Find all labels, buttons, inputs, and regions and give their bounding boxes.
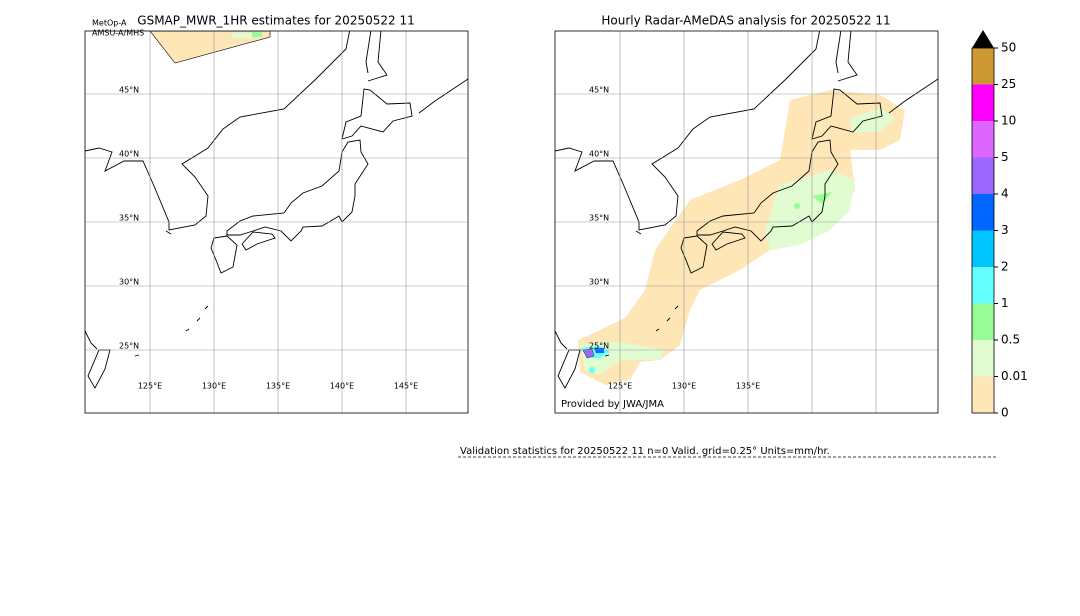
colorbar-label: 0.5: [1001, 333, 1020, 347]
lat-label: 45°N: [119, 86, 139, 95]
colorbar-label: 10: [1001, 114, 1016, 128]
lon-label: 135°E: [736, 382, 760, 391]
lon-label: 135°E: [266, 382, 290, 391]
colorbar-segment: [972, 157, 994, 194]
lon-label: 125°E: [138, 382, 162, 391]
credit: Provided by JWA/JMA: [561, 399, 664, 410]
colorbar-segment: [972, 48, 994, 85]
colorbar-label: 1: [1001, 296, 1009, 310]
colorbar-label: 3: [1001, 223, 1009, 237]
lat-label: 40°N: [589, 150, 609, 159]
colorbar-label: 0.01: [1001, 369, 1028, 383]
colorbar-label: 50: [1001, 41, 1016, 55]
colorbar-segment: [972, 84, 994, 121]
lon-label: 130°E: [202, 382, 226, 391]
sensor: AMSU-A/MHS: [92, 29, 144, 38]
colorbar-segment: [972, 303, 994, 340]
colorbar-segment: [972, 340, 994, 377]
lat-label: 40°N: [119, 150, 139, 159]
lat-label: 30°N: [119, 278, 139, 287]
map-frame: [84, 30, 469, 414]
lat-label: 35°N: [119, 214, 139, 223]
map-frame: [554, 30, 939, 414]
colorbar-label: 0: [1001, 406, 1009, 420]
lat-label: 30°N: [589, 278, 609, 287]
lon-label: 125°E: [608, 382, 632, 391]
lat-label: 25°N: [589, 342, 609, 351]
colorbar-label: 25: [1001, 77, 1016, 91]
footer: Validation statistics for 20250522 11 n=…: [460, 446, 830, 457]
grid: [555, 31, 938, 413]
satellite: MetOp-A: [92, 19, 127, 28]
colorbar-label: 4: [1001, 187, 1009, 201]
lon-label: 130°E: [672, 382, 696, 391]
colorbar: 0 0.01 0.5 1 2 3 4 5 10 25 50: [971, 30, 1028, 420]
colorbar-segment: [972, 376, 994, 413]
lat-label: 25°N: [119, 342, 139, 351]
colorbar-segment: [972, 267, 994, 304]
colorbar-label: 5: [1001, 150, 1009, 164]
left-map: [85, 31, 468, 389]
right-map: [555, 31, 938, 389]
colorbar-label: 2: [1001, 260, 1009, 274]
lon-label: 140°E: [330, 382, 354, 391]
colorbar-segment: [972, 230, 994, 267]
colorbar-extend: [972, 30, 994, 48]
colorbar-segment: [972, 194, 994, 231]
lon-label: 145°E: [394, 382, 418, 391]
panel-title: GSMAP_MWR_1HR estimates for 20250522 11: [137, 14, 414, 28]
grid: [85, 31, 468, 413]
colorbar-segment: [972, 121, 994, 158]
lat-label: 45°N: [589, 86, 609, 95]
lat-label: 35°N: [589, 214, 609, 223]
panel-title: Hourly Radar-AMeDAS analysis for 2025052…: [601, 14, 890, 28]
